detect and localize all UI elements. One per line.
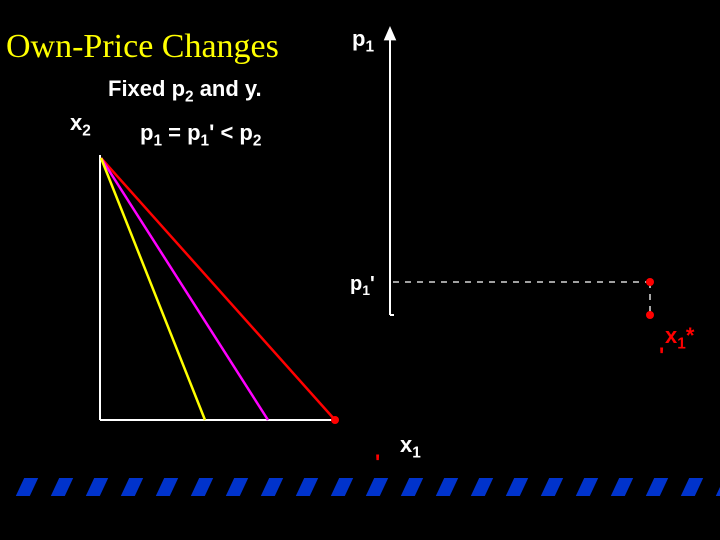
right-y-axis-arrow (384, 26, 397, 40)
budget-magenta (101, 158, 268, 420)
budget-red (101, 158, 335, 420)
left-plot-point (331, 416, 339, 424)
diagram-svg (0, 0, 720, 540)
right-plot-point-1 (646, 311, 654, 319)
right-plot-point-0 (646, 278, 654, 286)
budget-yellow (101, 158, 205, 420)
